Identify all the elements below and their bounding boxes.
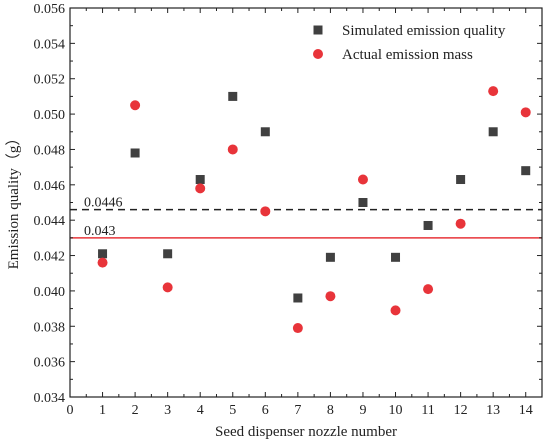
actual-point (292, 323, 303, 334)
legend: Simulated emission quality Actual emissio… (313, 23, 506, 63)
y-tick-label: 0.050 (34, 108, 66, 123)
x-tick-label: 9 (359, 403, 366, 418)
actual-point (130, 100, 141, 111)
actual-point (357, 174, 368, 185)
data-marks (97, 86, 531, 334)
y-tick-label: 0.034 (34, 391, 66, 406)
actual-point (488, 86, 499, 97)
x-tick-label: 12 (454, 403, 468, 418)
y-tick-label: 0.036 (34, 356, 66, 371)
legend-label: Simulated emission quality (342, 23, 506, 39)
plot-frame (69, 7, 543, 398)
simulated-point (456, 175, 466, 185)
actual-point (227, 144, 238, 155)
simulated-point (228, 91, 238, 101)
actual-point (390, 305, 401, 316)
actual-point (260, 206, 271, 217)
x-tick-label: 0 (67, 403, 74, 418)
x-tick-label: 3 (164, 403, 171, 418)
reference-lines: 0.0446 0.043 (70, 196, 542, 239)
x-tick-label: 7 (294, 403, 301, 418)
y-tick-label: 0.048 (34, 143, 66, 158)
actual-point (325, 291, 336, 302)
actual-point (162, 282, 173, 293)
y-tick-label: 0.044 (34, 214, 66, 229)
y-tick-label: 0.046 (34, 179, 66, 194)
x-axis-title: Seed dispenser nozzle number (215, 424, 397, 440)
y-tick-label: 0.054 (34, 37, 66, 52)
reference-line-label: 0.0446 (84, 196, 123, 211)
legend-label: Actual emission mass (342, 47, 473, 63)
simulated-point (521, 166, 531, 176)
y-tick-label: 0.052 (34, 73, 66, 88)
legend-circle-marker (313, 49, 323, 59)
actual-point (455, 218, 466, 229)
axes: 0 1 2 3 4 5 6 7 8 9 10 11 12 13 140.0340.0360.0380.040… (34, 2, 543, 418)
simulated-point (488, 127, 498, 137)
y-axis-title: Emission quality（g） (5, 131, 22, 270)
simulated-point (293, 293, 303, 303)
y-tick-label: 0.056 (34, 2, 66, 17)
legend-square-marker (313, 25, 323, 35)
simulated-point (163, 249, 173, 259)
y-tick-label: 0.040 (34, 285, 66, 300)
actual-point (423, 284, 434, 295)
actual-point (520, 107, 531, 118)
actual-point (97, 257, 108, 268)
simulated-point (98, 249, 108, 259)
x-tick-label: 6 (262, 403, 269, 418)
simulated-point (195, 175, 205, 185)
y-tick-label: 0.042 (34, 250, 66, 265)
reference-line-label: 0.043 (84, 224, 116, 239)
simulated-point (423, 220, 433, 230)
simulated-point (391, 252, 401, 262)
x-tick-label: 8 (327, 403, 334, 418)
x-tick-label: 4 (197, 403, 204, 418)
x-tick-label: 10 (389, 403, 403, 418)
x-tick-label: 11 (421, 403, 434, 418)
simulated-point (130, 148, 140, 158)
simulated-point (260, 127, 270, 137)
simulated-point (358, 198, 368, 207)
actual-point (195, 183, 206, 194)
y-tick-label: 0.038 (34, 320, 66, 335)
x-tick-label: 1 (99, 403, 106, 418)
x-tick-label: 2 (132, 403, 139, 418)
x-tick-label: 14 (519, 403, 533, 418)
x-tick-label: 5 (229, 403, 236, 418)
x-tick-label: 13 (486, 403, 500, 418)
simulated-point (325, 252, 335, 262)
